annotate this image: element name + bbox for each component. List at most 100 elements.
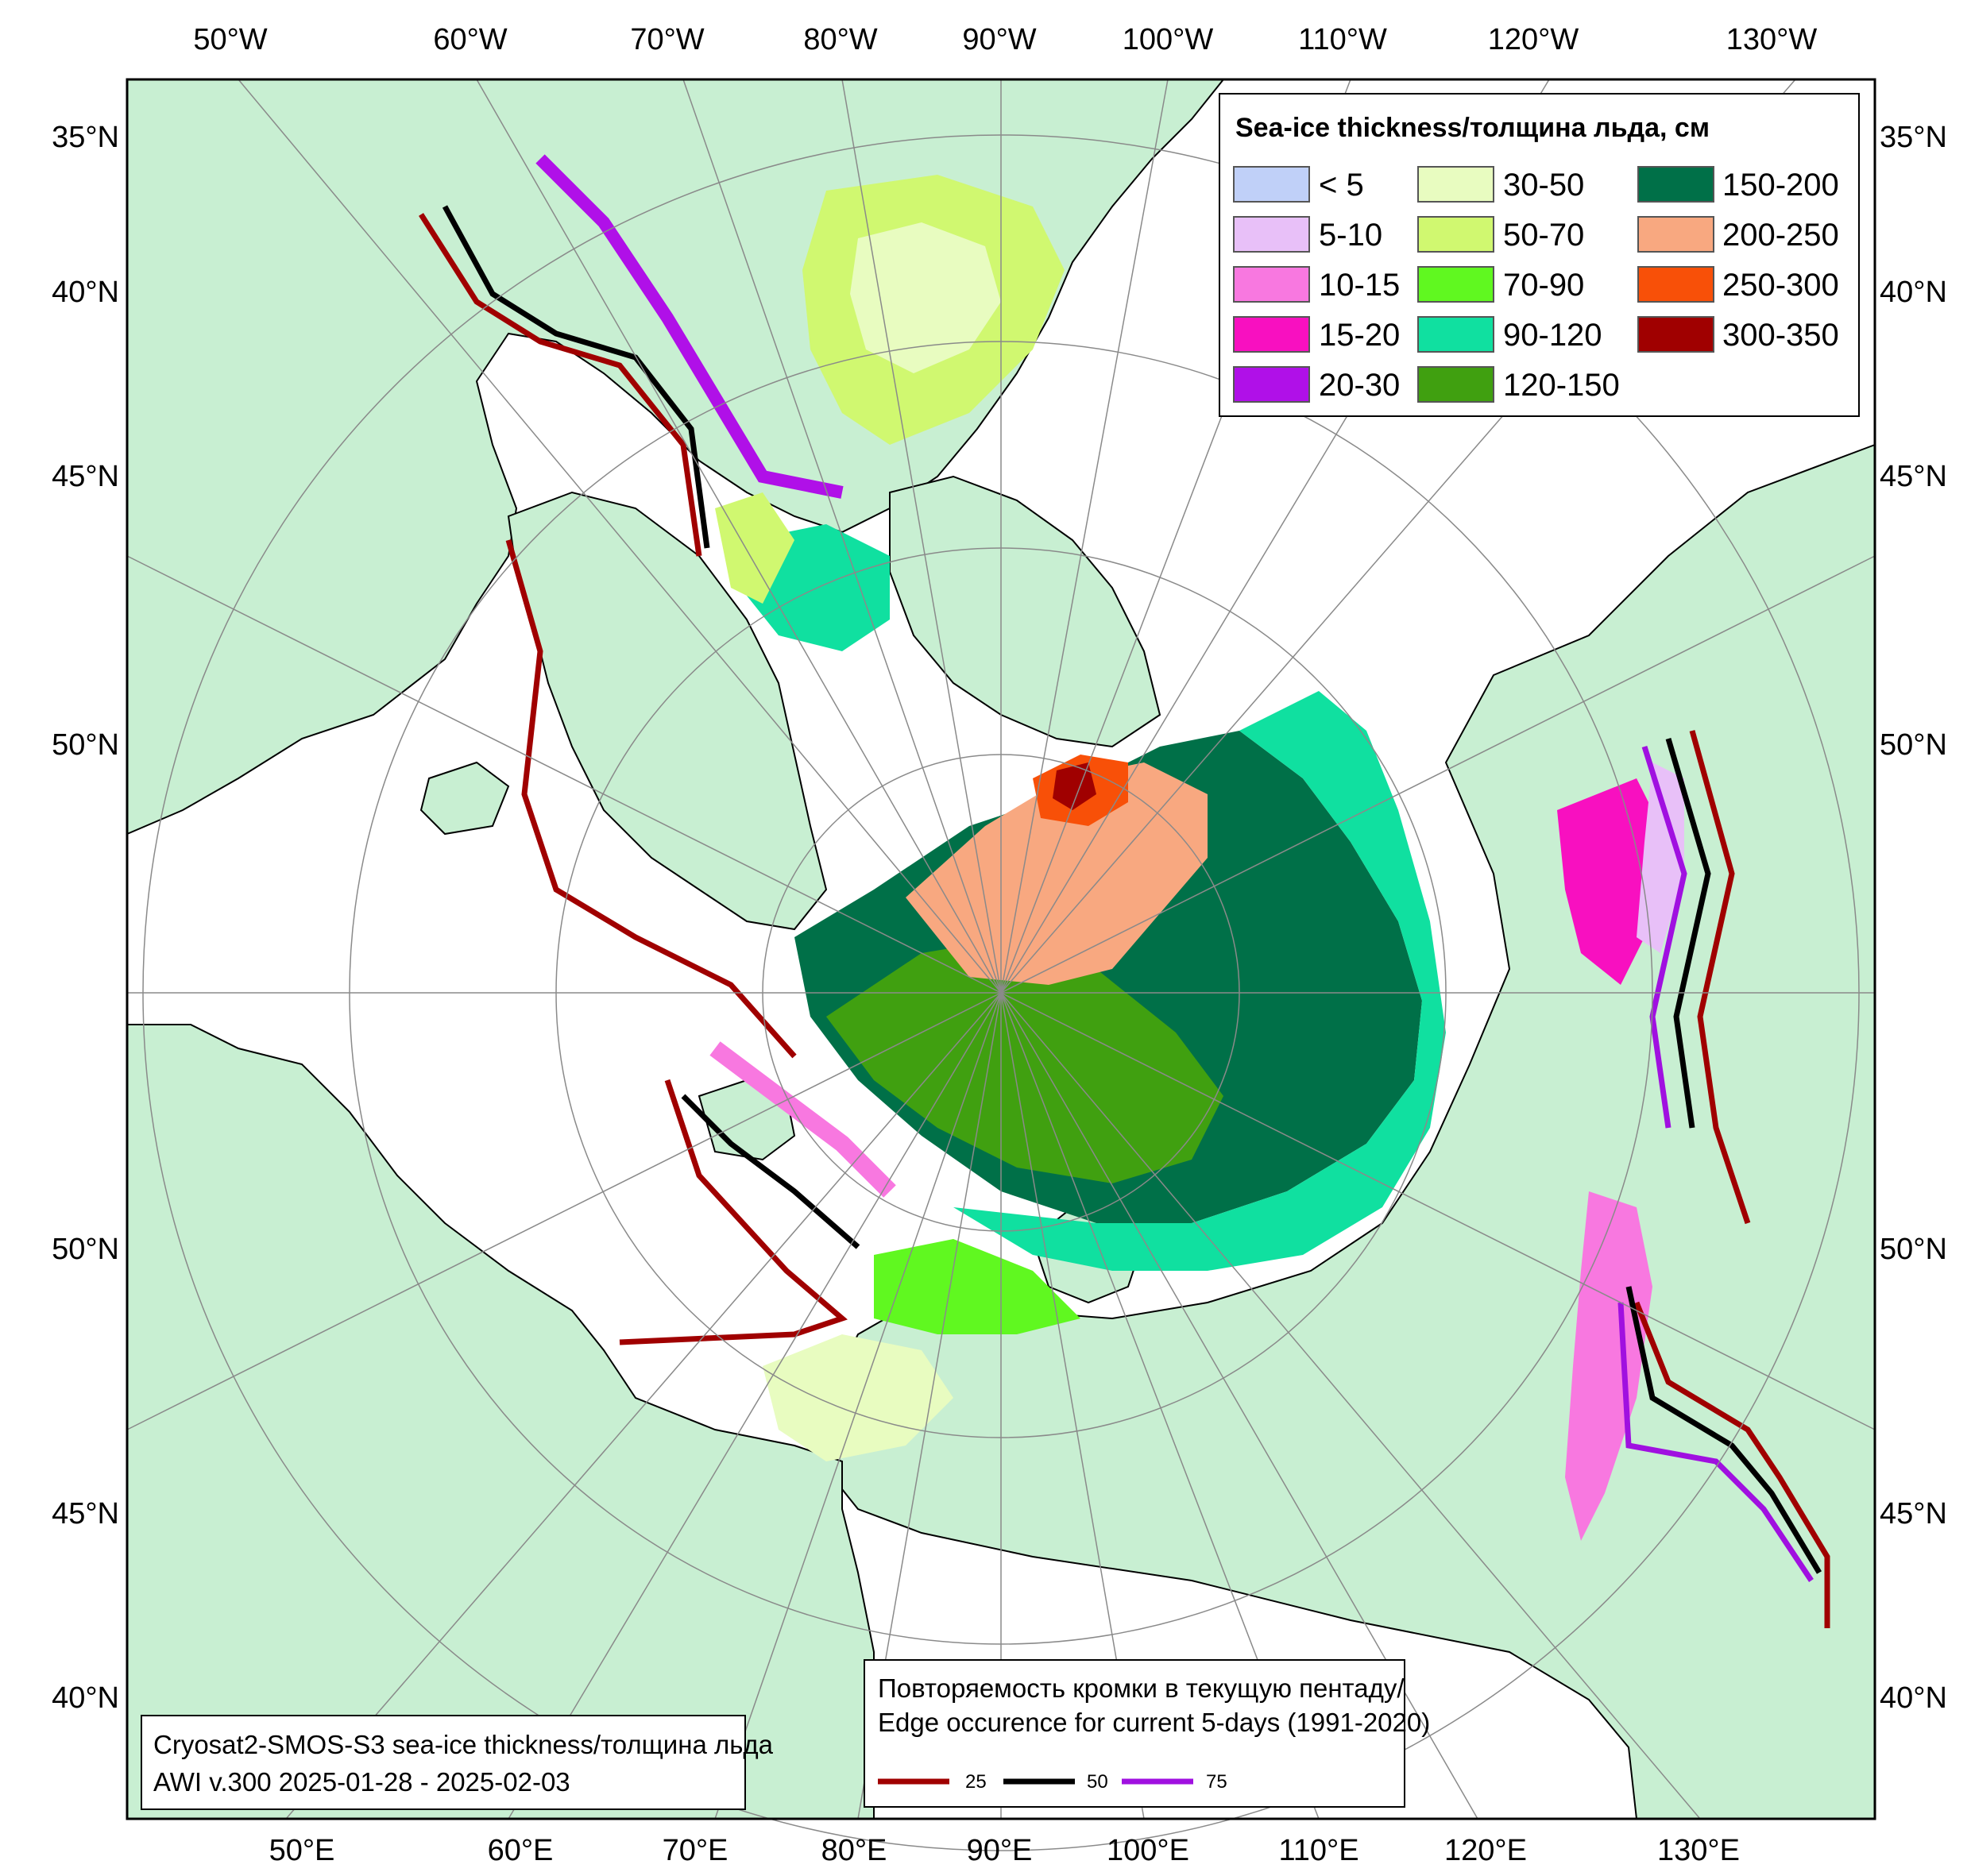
right-tick-label: 45°N xyxy=(1880,460,1947,493)
right-tick-label: 45°N xyxy=(1880,1497,1947,1531)
legend-label: 5-10 xyxy=(1319,218,1382,253)
edge-line-50-okhotsk xyxy=(1625,1286,1822,1574)
graticule-meridian xyxy=(1000,555,1876,994)
legend-swatch xyxy=(1417,366,1494,403)
legend-item: 120-150 xyxy=(1417,366,1620,403)
bottom-tick-label: 50°E xyxy=(269,1834,335,1867)
edge-occurence-box: Повторяемость кромки в текущую пентаду/ … xyxy=(864,1659,1430,1808)
top-tick-label: 90°W xyxy=(962,23,1036,56)
ice-eurasian-90-120 xyxy=(953,691,1446,1271)
left-tick-label: 45°N xyxy=(52,460,119,493)
legend-label: 200-250 xyxy=(1722,218,1839,253)
right-tick-label: 50°N xyxy=(1880,1233,1947,1266)
ice-greenland-sea-10-15 xyxy=(709,1041,896,1198)
edge-legend-label: 25 xyxy=(965,1771,987,1793)
bottom-tick-label: 70°E xyxy=(663,1834,728,1867)
left-tick-label: 50°N xyxy=(52,728,119,762)
source-box: Cryosat2-SMOS-S3 sea-ice thickness/толщи… xyxy=(141,1715,774,1810)
legend-item: 30-50 xyxy=(1417,166,1584,203)
graticule-meridian xyxy=(1000,992,1701,1820)
legend-item: 90-120 xyxy=(1417,316,1602,353)
left-tick-label: 50°N xyxy=(52,1233,119,1266)
bottom-tick-label: 80°E xyxy=(821,1834,887,1867)
left-tick-label: 45°N xyxy=(52,1497,119,1531)
legend-swatch xyxy=(1637,166,1714,203)
bottom-tick-label: 120°E xyxy=(1444,1834,1527,1867)
ice-central-arctic-120-150 xyxy=(826,937,1223,1183)
legend-label: 20-30 xyxy=(1319,368,1400,403)
left-tick-label: 35°N xyxy=(52,121,119,154)
bottom-ticks: 50°E 60°E 70°E 80°E 90°E 100°E 110°E 120… xyxy=(269,1834,1740,1867)
legend-label: 150-200 xyxy=(1722,168,1839,203)
graticule-meridian xyxy=(1000,79,1169,994)
ice-barents-30-50 xyxy=(763,1334,953,1461)
bottom-tick-label: 90°E xyxy=(967,1834,1033,1867)
right-tick-label: 35°N xyxy=(1880,121,1947,154)
edge-line-75-okhotsk xyxy=(1617,1302,1814,1582)
graticule-meridian xyxy=(238,79,1002,994)
graticule-meridian xyxy=(714,992,1002,1820)
right-tick-label: 40°N xyxy=(1880,1681,1947,1715)
map-frame xyxy=(126,78,1876,1820)
edge-line-25-bering xyxy=(1689,730,1751,1225)
legend-label: 10-15 xyxy=(1319,268,1400,303)
edge-line-25-labrador xyxy=(419,213,702,557)
bottom-tick-label: 110°E xyxy=(1278,1834,1358,1867)
legend-swatch xyxy=(1637,266,1714,303)
legend-item: 70-90 xyxy=(1417,266,1584,303)
land-canadian-archipelago xyxy=(889,475,1161,748)
legend-item: 5-10 xyxy=(1233,216,1382,253)
legend-swatch xyxy=(1233,166,1310,203)
legend-item: 20-30 xyxy=(1233,366,1400,403)
graticule-meridian xyxy=(508,992,1002,1820)
legend-swatch xyxy=(1637,216,1714,253)
edge-lines-layer xyxy=(419,205,1830,1628)
left-tick-label: 40°N xyxy=(52,1681,119,1715)
graticule-meridian xyxy=(476,79,1002,994)
graticule-meridian xyxy=(682,79,1002,994)
top-tick-label: 100°W xyxy=(1123,23,1214,56)
edge-line-25-barents xyxy=(619,1079,848,1345)
legend-label: 300-350 xyxy=(1722,318,1839,353)
legend-swatch xyxy=(1233,266,1310,303)
legend-label: 120-150 xyxy=(1503,368,1620,403)
legend-swatch xyxy=(1417,266,1494,303)
legend-label: 70-90 xyxy=(1503,268,1584,303)
right-tick-label: 40°N xyxy=(1880,276,1947,309)
ice-kara-70-90 xyxy=(874,1239,1080,1334)
left-tick-label: 40°N xyxy=(52,276,119,309)
top-tick-label: 110°W xyxy=(1298,23,1387,56)
legend-swatch xyxy=(1233,366,1310,403)
ice-hudson-bay-30-50 xyxy=(850,222,1001,373)
edge-box-title-en: Edge occurence for current 5-days (1991-… xyxy=(878,1708,1430,1737)
left-ticks: 35°N 40°N 45°N 50°N 50°N 45°N 40°N xyxy=(52,121,119,1715)
legend-item: 300-350 xyxy=(1637,316,1839,353)
legend-label: < 5 xyxy=(1319,168,1364,203)
top-ticks: 50°W 60°W 70°W 80°W 90°W 100°W 110°W 120… xyxy=(193,23,1817,56)
legend-label: 90-120 xyxy=(1503,318,1602,353)
edge-line-25-greenland xyxy=(505,539,797,1059)
source-product-label: Cryosat2-SMOS-S3 sea-ice thickness/толщи… xyxy=(153,1730,774,1759)
ice-layer xyxy=(535,154,1684,1541)
legend-swatch xyxy=(1417,316,1494,353)
bottom-tick-label: 60°E xyxy=(488,1834,554,1867)
right-tick-label: 50°N xyxy=(1880,728,1947,762)
thickness-legend: Sea-ice thickness/толщина льда, см < 5 5… xyxy=(1219,93,1860,417)
edge-line-25-okhotsk xyxy=(1633,1301,1830,1628)
top-tick-label: 60°W xyxy=(433,23,507,56)
top-tick-label: 80°W xyxy=(803,23,877,56)
legend-label: 30-50 xyxy=(1503,168,1584,203)
legend-label: 15-20 xyxy=(1319,318,1400,353)
top-tick-label: 70°W xyxy=(630,23,704,56)
right-ticks: 35°N 40°N 45°N 50°N 50°N 45°N 40°N xyxy=(1880,121,1947,1715)
legend-item: 10-15 xyxy=(1233,266,1400,303)
bottom-tick-label: 130°E xyxy=(1657,1834,1740,1867)
legend-item: < 5 xyxy=(1233,166,1364,203)
legend-swatch xyxy=(1417,166,1494,203)
legend-title: Sea-ice thickness/толщина льда, см xyxy=(1235,113,1710,143)
top-tick-label: 50°W xyxy=(193,23,267,56)
ice-baffin-50-70 xyxy=(715,492,794,604)
graticule-meridian xyxy=(841,79,1002,994)
ice-thick-300-350 xyxy=(1053,762,1096,810)
graticule-meridian xyxy=(126,555,1002,994)
